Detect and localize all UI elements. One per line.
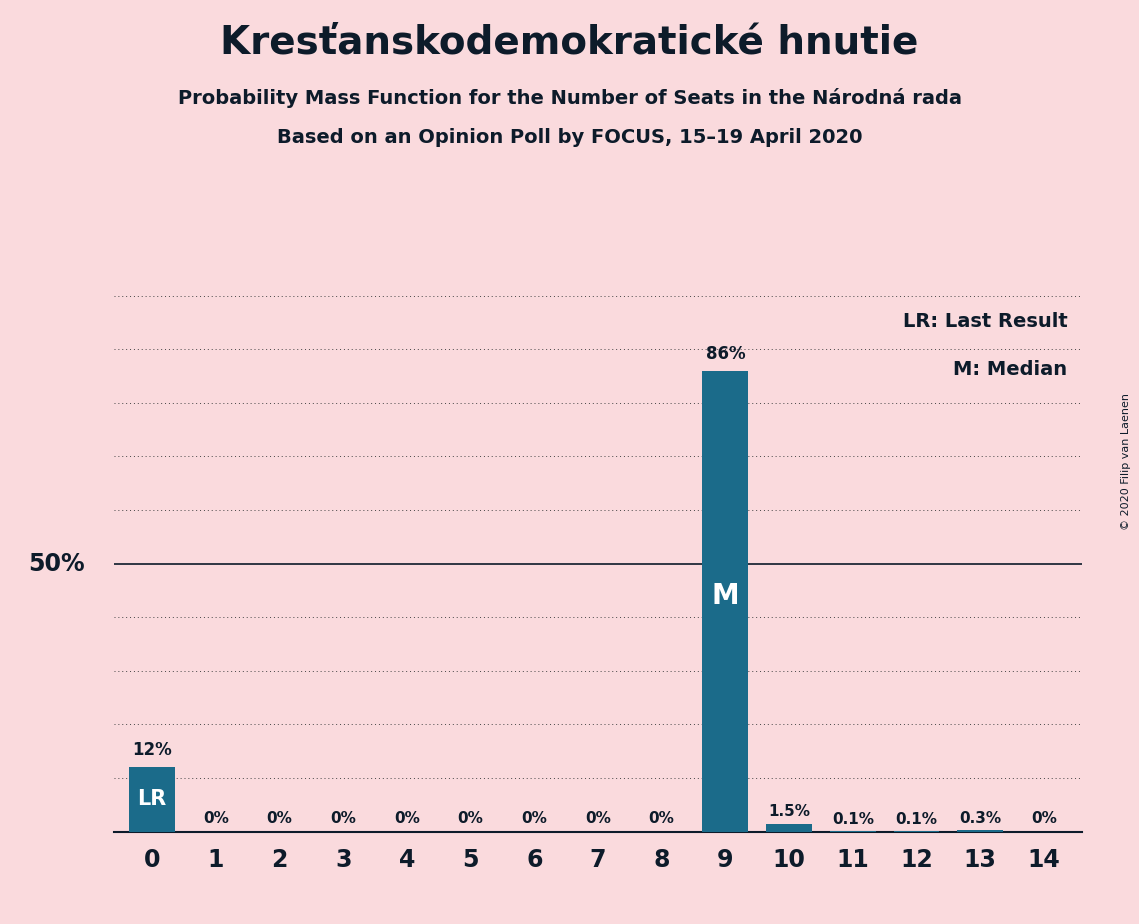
Text: 0%: 0% <box>1031 811 1057 826</box>
Text: 0.3%: 0.3% <box>959 810 1001 826</box>
Text: 1.5%: 1.5% <box>768 804 810 820</box>
Bar <box>703 371 748 832</box>
Text: M: M <box>712 582 739 610</box>
Text: 0%: 0% <box>649 811 674 826</box>
Text: 0.1%: 0.1% <box>895 812 937 827</box>
Text: LR: LR <box>138 789 166 809</box>
Text: 12%: 12% <box>132 741 172 760</box>
Text: 0%: 0% <box>522 811 547 826</box>
Text: 0%: 0% <box>203 811 229 826</box>
Bar <box>767 823 812 832</box>
Text: © 2020 Filip van Laenen: © 2020 Filip van Laenen <box>1121 394 1131 530</box>
Text: Based on an Opinion Poll by FOCUS, 15–19 April 2020: Based on an Opinion Poll by FOCUS, 15–19… <box>277 128 862 147</box>
Text: 0.1%: 0.1% <box>831 812 874 827</box>
Text: 0%: 0% <box>330 811 357 826</box>
Text: 86%: 86% <box>705 345 745 363</box>
Text: 50%: 50% <box>28 552 85 576</box>
Bar <box>957 830 1003 832</box>
Bar <box>129 767 175 832</box>
Text: 0%: 0% <box>267 811 293 826</box>
Text: LR: Last Result: LR: Last Result <box>903 311 1067 331</box>
Text: 0%: 0% <box>585 811 611 826</box>
Text: 0%: 0% <box>394 811 420 826</box>
Text: M: Median: M: Median <box>953 360 1067 379</box>
Text: 0%: 0% <box>458 811 484 826</box>
Text: Kresťanskodemokratické hnutie: Kresťanskodemokratické hnutie <box>220 23 919 61</box>
Text: Probability Mass Function for the Number of Seats in the Národná rada: Probability Mass Function for the Number… <box>178 88 961 108</box>
